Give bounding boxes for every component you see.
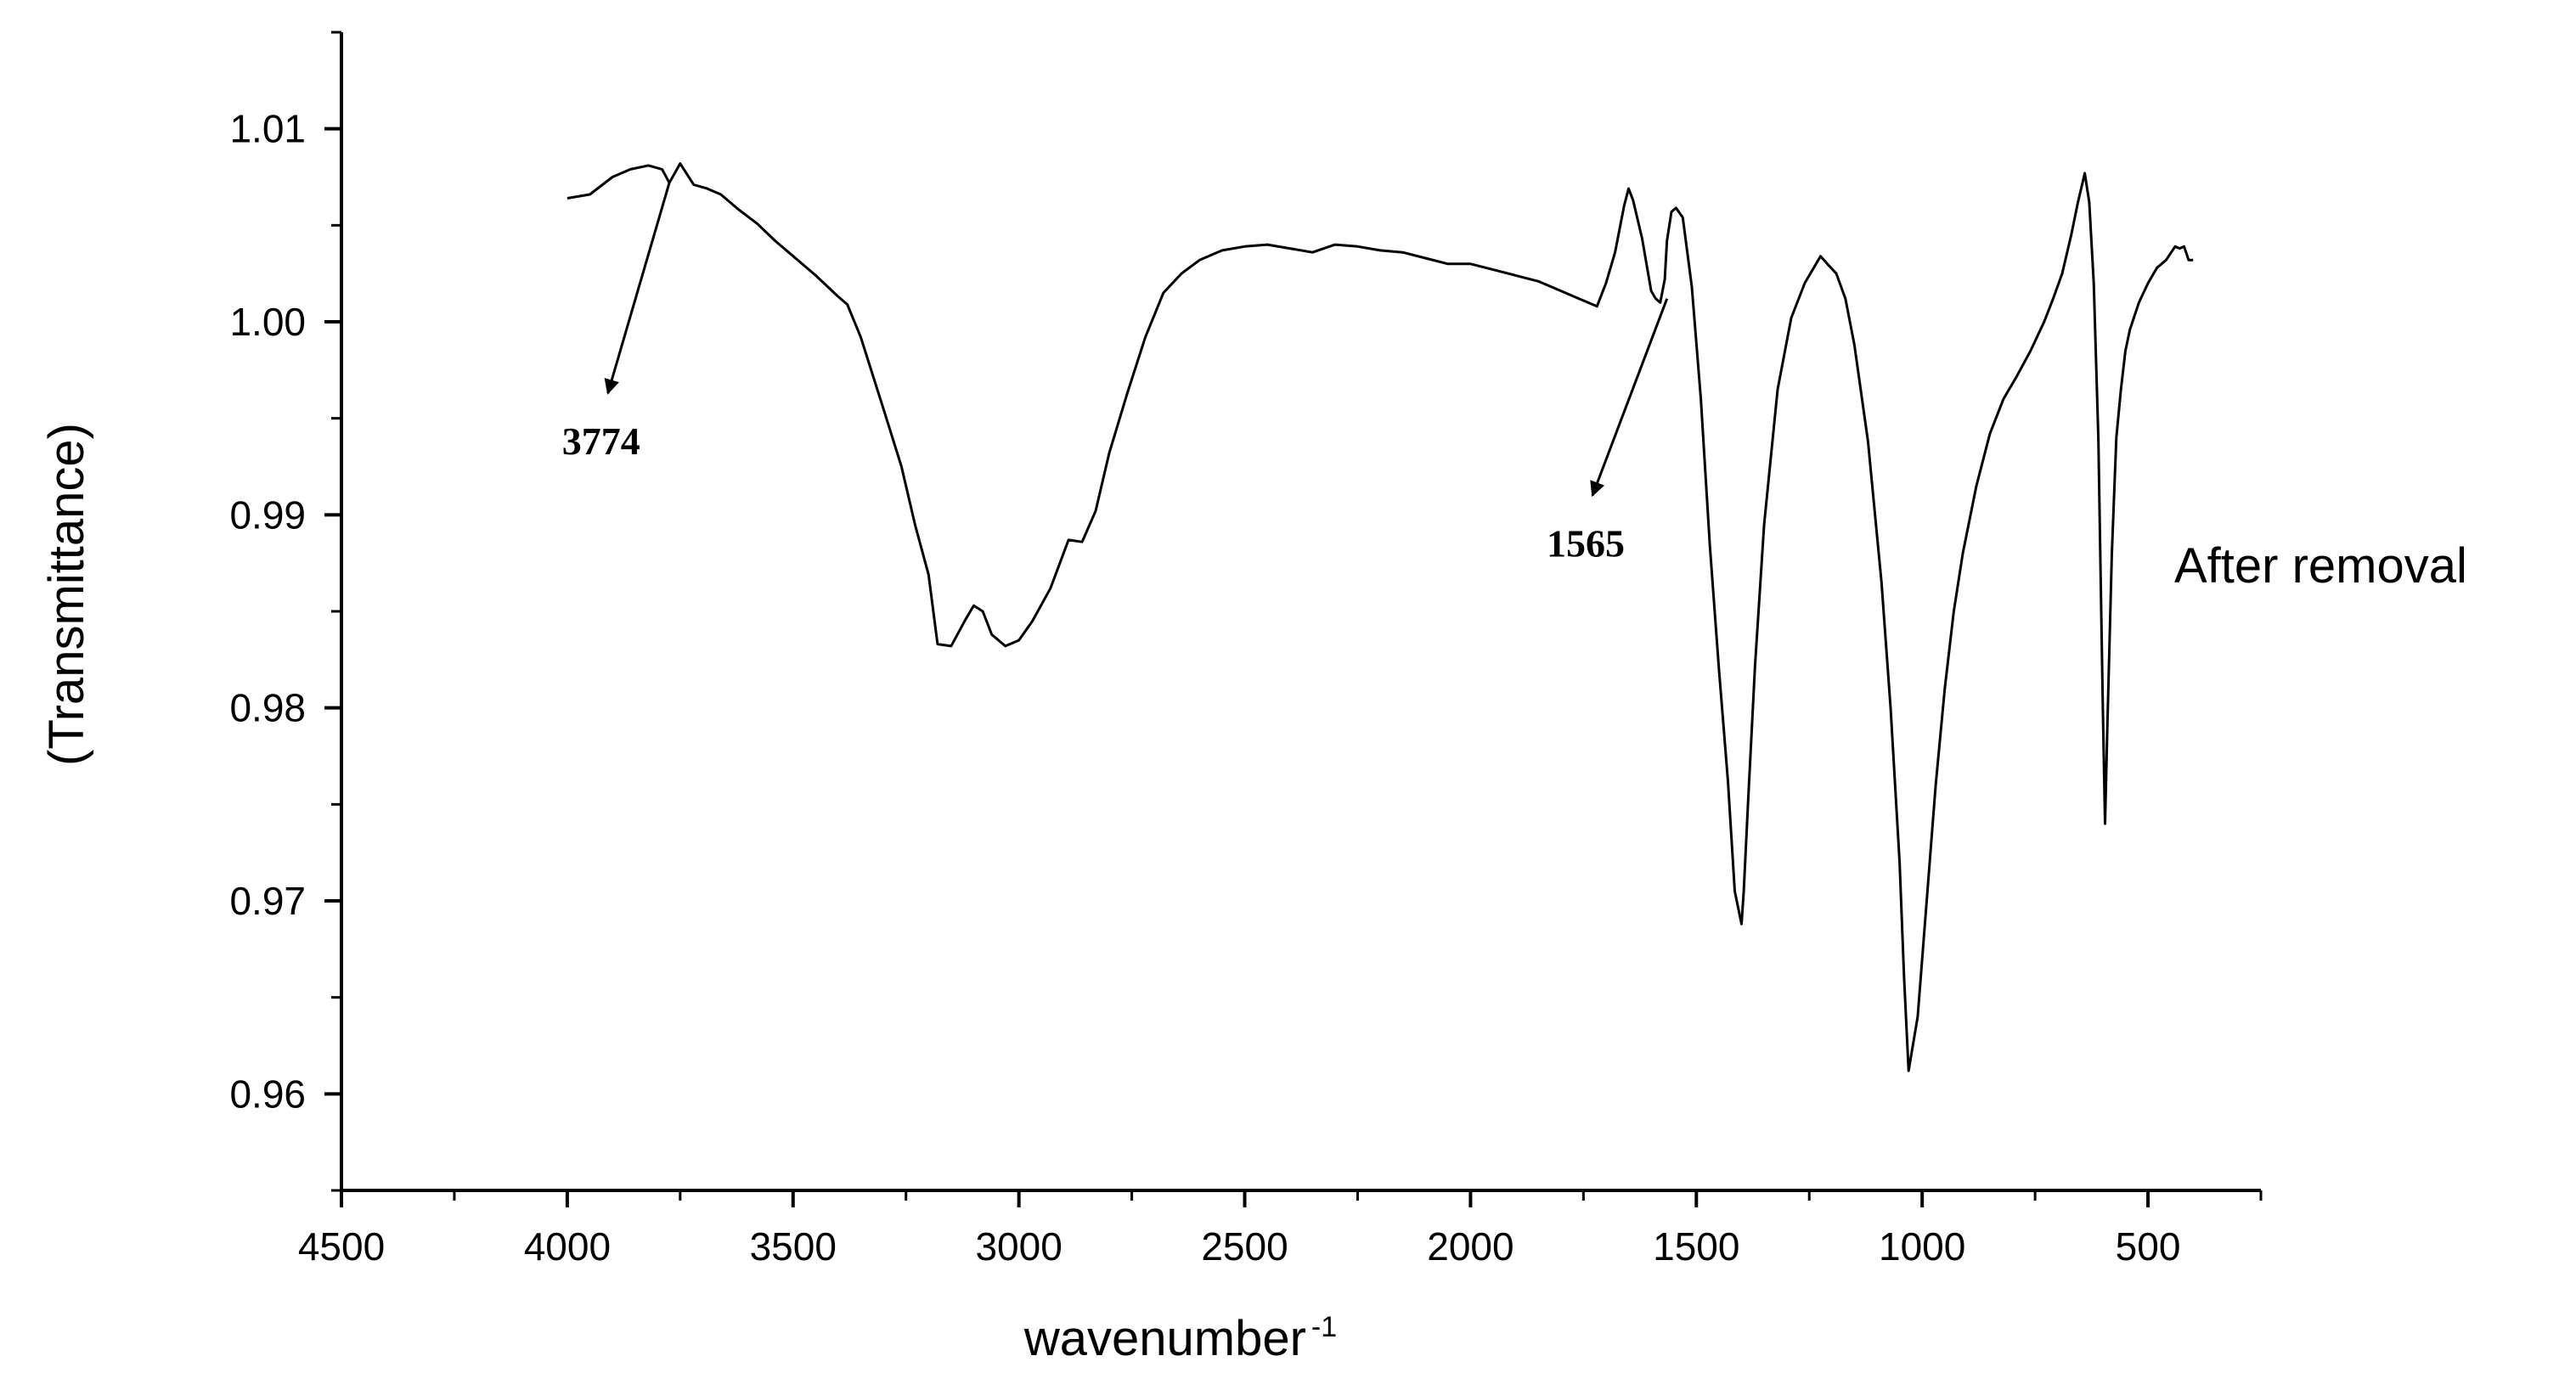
x-tick-label: 1000 <box>1879 1224 1965 1269</box>
axes <box>340 32 2261 1192</box>
series-group <box>566 162 2194 1072</box>
annotations: 3774 1565 <box>562 182 1669 565</box>
x-tick-label: 3000 <box>975 1224 1062 1269</box>
annotation-arrow <box>1590 298 1669 498</box>
y-tick-label: 0.97 <box>229 879 306 923</box>
x-tick-label: 500 <box>2116 1224 2181 1269</box>
series-line <box>566 162 2194 1072</box>
annotation-label: 1565 <box>1547 522 1625 565</box>
y-tick-label: 0.98 <box>229 686 306 730</box>
ticks <box>324 31 2263 1207</box>
x-axis-title-sup: -1 <box>1311 1311 1337 1343</box>
x-tick-label: 2500 <box>1201 1224 1288 1269</box>
x-tick-label: 4500 <box>298 1224 385 1269</box>
x-axis-title: wavenumber -1 <box>1023 1311 1337 1366</box>
x-tick-label: 4000 <box>524 1224 611 1269</box>
series-label: After removal <box>2174 538 2467 594</box>
y-tick-label: 1.00 <box>229 300 306 344</box>
x-tick-label: 1500 <box>1653 1224 1739 1269</box>
y-tick-label: 0.96 <box>229 1072 306 1116</box>
annotation-arrow <box>604 182 671 395</box>
y-axis-title: (Transmittance) <box>39 423 94 766</box>
x-tick-label: 3500 <box>750 1224 837 1269</box>
x-axis-title-main: wavenumber <box>1023 1311 1306 1366</box>
y-tick-label: 1.01 <box>229 107 306 151</box>
x-tick-label: 2000 <box>1427 1224 1513 1269</box>
annotation-label: 3774 <box>562 419 640 463</box>
tick-labels: 0.96 0.97 0.98 0.99 1.00 1.01 4500 4000 3500 3000… <box>229 107 2180 1269</box>
y-tick-label: 0.99 <box>229 492 306 537</box>
